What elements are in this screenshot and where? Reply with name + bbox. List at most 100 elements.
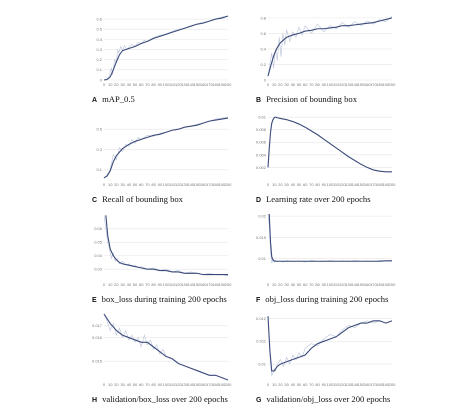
x-tick-label: 190 [382, 82, 389, 87]
x-tick-label: 150 [194, 282, 201, 287]
series-line-raw [103, 313, 229, 381]
x-tick-label: 170 [370, 282, 377, 287]
x-tick-label: 80 [315, 382, 320, 387]
y-tick-label: 0.04 [94, 253, 103, 258]
x-tick-label: 150 [358, 282, 365, 287]
x-tick-label: 120 [339, 82, 346, 87]
x-tick-label: 90 [322, 382, 327, 387]
panel-letter: B [256, 97, 262, 104]
y-tick-label: 0.002 [256, 165, 267, 170]
series-line-raw [103, 215, 229, 277]
x-tick-label: 40 [127, 182, 132, 187]
x-tick-label: 80 [151, 282, 156, 287]
x-tick-label: 0 [267, 182, 270, 187]
x-tick-label: 70 [309, 382, 314, 387]
y-tick-label: 0.1 [96, 167, 102, 172]
x-tick-label: 30 [120, 182, 125, 187]
x-tick-label: 150 [194, 182, 201, 187]
panel-letter: C [92, 197, 98, 204]
x-tick-label: 80 [151, 182, 156, 187]
y-tick-label: 0.006 [256, 140, 267, 145]
x-tick-label: 60 [139, 382, 144, 387]
y-tick-label: 0 [100, 77, 103, 82]
x-tick-label: 110 [169, 382, 176, 387]
x-tick-label: 10 [108, 182, 113, 187]
x-tick-label: 80 [315, 282, 320, 287]
x-tick-label: 160 [200, 282, 207, 287]
x-tick-label: 130 [181, 382, 188, 387]
x-tick-label: 110 [169, 282, 176, 287]
x-tick-label: 180 [212, 382, 219, 387]
x-tick-label: 150 [194, 82, 201, 87]
y-tick-label: 0.03 [94, 267, 103, 272]
x-tick-label: 170 [206, 82, 213, 87]
x-tick-label: 150 [358, 82, 365, 87]
x-tick-label: 160 [364, 82, 371, 87]
x-tick-label: 30 [284, 182, 289, 187]
panel-letter: G [256, 397, 262, 404]
y-tick-label: 0.8 [260, 15, 266, 20]
panel-letter: F [256, 297, 261, 304]
caption-text: validation/box_loss over 200 epochs [102, 394, 228, 404]
x-tick-label: 40 [127, 82, 132, 87]
y-tick-label: 0.012 [256, 316, 267, 321]
x-tick-label: 50 [133, 182, 138, 187]
x-tick-label: 10 [108, 82, 113, 87]
x-tick-label: 180 [376, 82, 383, 87]
x-tick-label: 110 [169, 82, 176, 87]
x-tick-label: 160 [364, 282, 371, 287]
x-tick-label: 80 [151, 82, 156, 87]
x-tick-label: 90 [322, 82, 327, 87]
y-tick-label: 0.06 [94, 226, 103, 231]
caption-text: Precision of bounding box [266, 94, 358, 104]
x-tick-label: 190 [218, 382, 225, 387]
series-line-raw [267, 316, 393, 377]
x-tick-label: 30 [284, 382, 289, 387]
x-tick-label: 180 [212, 82, 219, 87]
panel-map: 0.6 0.5 0.4 0.3 0.2 0.1 0 0 10 20 30 40 50 60 70 80 90 10… [92, 12, 302, 114]
x-tick-label: 30 [284, 82, 289, 87]
x-tick-label: 110 [333, 282, 340, 287]
caption-text: obj_loss during training 200 epochs [265, 294, 389, 304]
caption-text: Learning rate over 200 epochs [266, 194, 371, 204]
x-tick-label: 200 [225, 282, 232, 287]
y-tick-label: 0.4 [260, 46, 266, 51]
x-tick-label: 190 [218, 182, 225, 187]
x-tick-label: 200 [225, 382, 232, 387]
panel-obj-loss: 0.02 0.015 0.01 0 10 20 30 40 50 60 70 80 90 100 110 12… [256, 212, 466, 314]
series-line-smoothed [103, 15, 229, 81]
chart-precision-plot: 0.80.60.40.200 10 20 30 40 50 60 70 80 90 100 110 12… [260, 15, 396, 87]
panel-letter: E [92, 297, 97, 304]
y-tick-label: 0.5 [96, 127, 102, 132]
x-tick-label: 20 [114, 82, 119, 87]
x-tick-label: 120 [339, 182, 346, 187]
y-tick-label: 0.2 [260, 62, 266, 67]
x-tick-label: 40 [291, 82, 296, 87]
x-tick-label: 60 [139, 282, 144, 287]
panel-val-obj-loss: 0.012 0.011 0.01 0 10 20 30 40 50 60 70 80 90 100 110 1… [256, 312, 466, 414]
x-tick-label: 0 [103, 182, 106, 187]
series-line-raw [267, 16, 393, 77]
x-tick-label: 0 [267, 82, 270, 87]
x-tick-label: 50 [297, 182, 302, 187]
x-tick-label: 200 [389, 382, 396, 387]
x-tick-label: 20 [278, 382, 283, 387]
x-tick-label: 140 [351, 82, 358, 87]
x-tick-label: 190 [218, 82, 225, 87]
x-tick-label: 50 [297, 82, 302, 87]
x-tick-label: 60 [303, 382, 308, 387]
x-tick-label: 130 [181, 182, 188, 187]
x-tick-label: 160 [200, 182, 207, 187]
x-tick-label: 100 [163, 282, 170, 287]
x-tick-label: 170 [206, 282, 213, 287]
panel-letter: D [256, 197, 262, 204]
series-line-smoothed [267, 17, 393, 77]
caption-text: mAP_0.5 [102, 94, 135, 104]
x-tick-label: 60 [303, 82, 308, 87]
series-line-smoothed [103, 313, 229, 381]
x-tick-label: 80 [315, 82, 320, 87]
x-tick-label: 50 [297, 282, 302, 287]
x-tick-label: 180 [376, 382, 383, 387]
series-line-raw [103, 116, 229, 179]
